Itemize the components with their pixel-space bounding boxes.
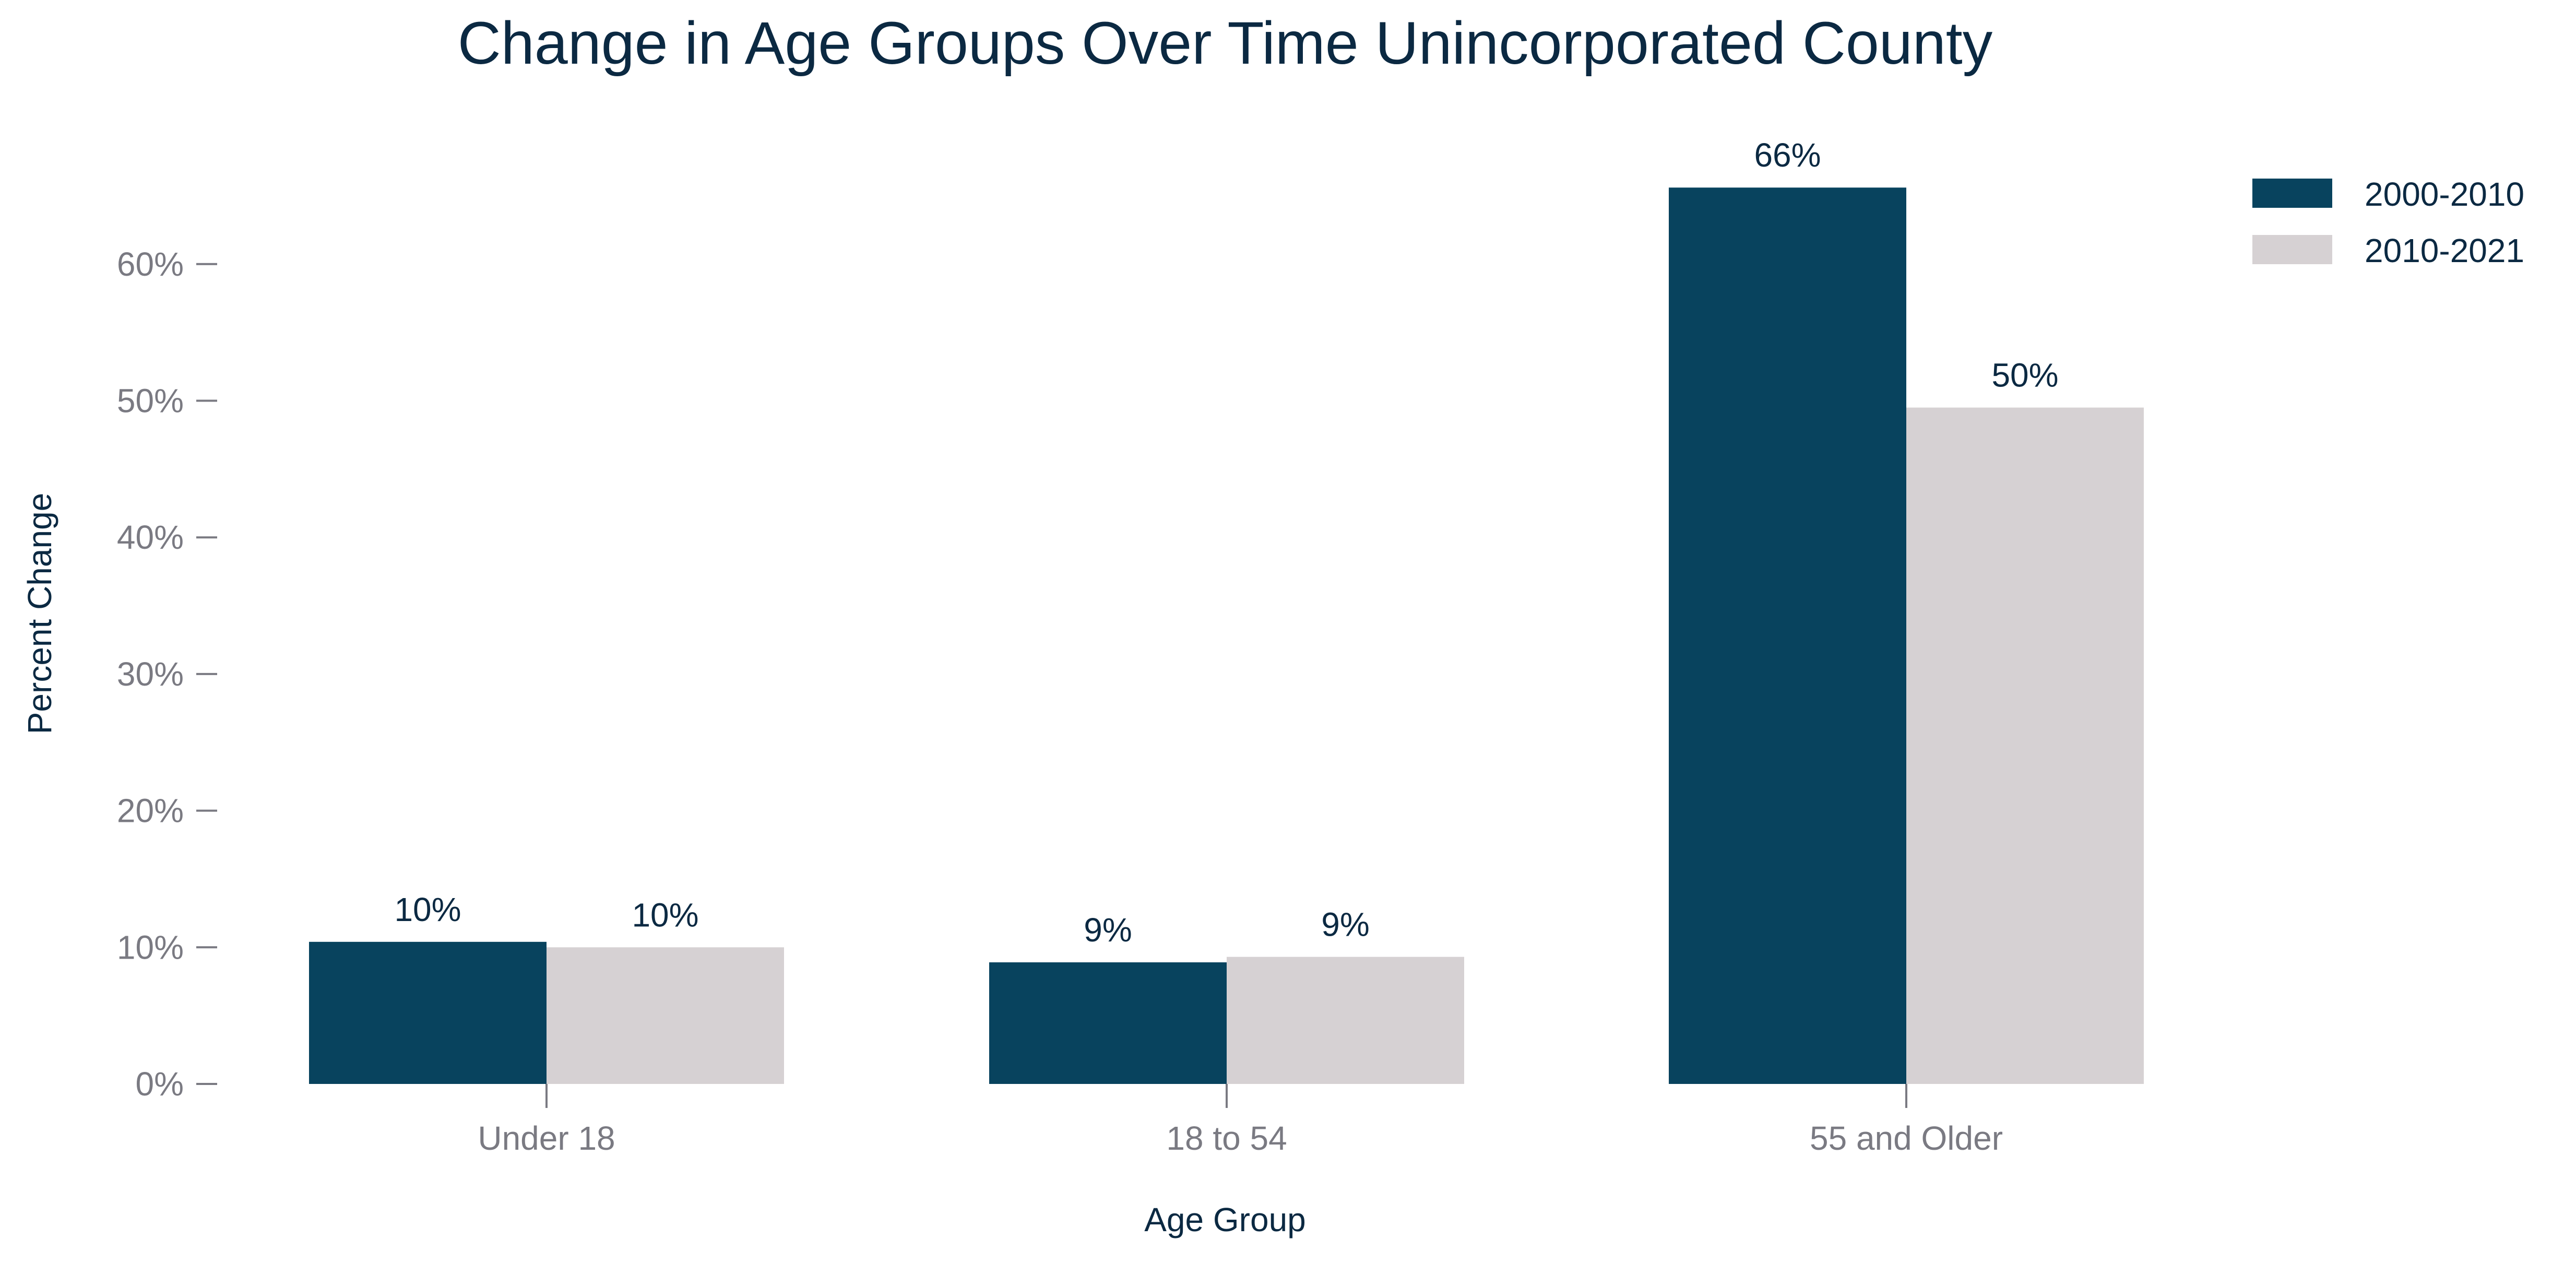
y-tick-label: 40% (117, 518, 184, 556)
bar-series2-2 (1906, 407, 2144, 1084)
data-label: 66% (1754, 136, 1821, 174)
bar-series2-0 (547, 947, 784, 1084)
legend-label: 2010-2021 (2365, 232, 2524, 269)
x-tick-label: 18 to 54 (1166, 1119, 1287, 1157)
y-tick-label: 50% (117, 382, 184, 420)
data-labels-group: 10% 10% 9% 9% 66% 50% (394, 136, 2058, 949)
bars-group (309, 187, 2144, 1084)
x-tick-label: 55 and Older (1810, 1119, 2003, 1157)
legend-swatch (2252, 179, 2332, 208)
x-axis-label: Age Group (1144, 1201, 1306, 1238)
data-label: 10% (632, 896, 698, 934)
x-axis: Under 18 18 to 54 55 and Older (478, 1084, 2003, 1157)
legend-item: 2000-2010 (2252, 175, 2524, 213)
y-axis: 0% 10% 20% 30% 40% 50% 60% (117, 245, 217, 1103)
data-label: 9% (1084, 911, 1132, 949)
legend: 2000-2010 2010-2021 (2252, 175, 2524, 269)
legend-label: 2000-2010 (2365, 175, 2524, 213)
bar-series1-1 (989, 962, 1227, 1084)
legend-swatch (2252, 235, 2332, 264)
data-label: 50% (1991, 357, 2058, 394)
data-label: 10% (394, 891, 461, 928)
y-tick-label: 60% (117, 245, 184, 283)
y-tick-label: 0% (136, 1065, 184, 1103)
bar-series2-1 (1227, 957, 1464, 1084)
y-tick-label: 20% (117, 792, 184, 830)
chart-title: Change in Age Groups Over Time Unincorpo… (458, 10, 1993, 77)
y-tick-label: 30% (117, 655, 184, 693)
data-label: 9% (1321, 906, 1370, 943)
bar-series1-0 (309, 941, 547, 1084)
x-tick-label: Under 18 (478, 1119, 615, 1157)
y-tick-label: 10% (117, 928, 184, 966)
legend-item: 2010-2021 (2252, 232, 2524, 269)
y-axis-label: Percent Change (21, 493, 58, 735)
bar-series1-2 (1669, 187, 1906, 1084)
